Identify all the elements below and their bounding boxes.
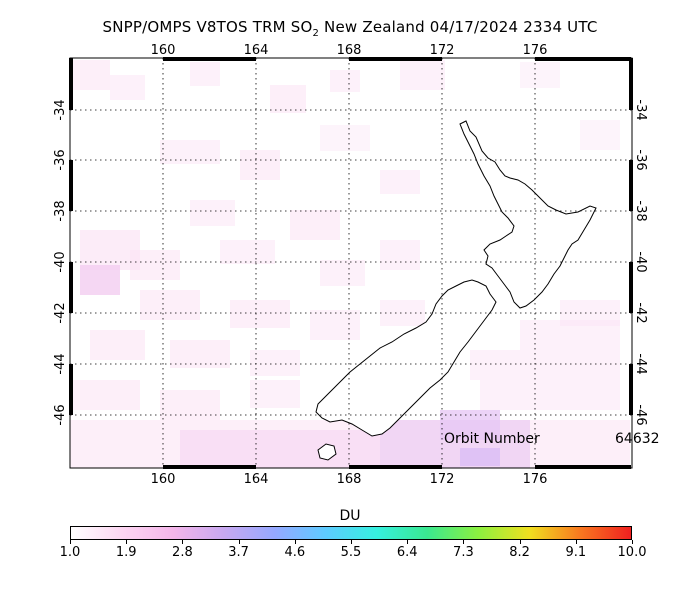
lat-label-left-40: -40 [53,251,68,272]
lat-label-right-36: -36 [633,149,648,170]
colorbar-tick-mark [407,540,409,544]
title-suffix: New Zealand 04/17/2024 2334 UTC [319,18,598,36]
colorbar-tick-mark [70,540,71,544]
lat-label-left-42: -42 [53,302,68,323]
lat-label-right-46: -46 [633,404,648,425]
lon-label-top-172: 172 [430,43,455,58]
colorbar-tick-mark [238,540,240,544]
colorbar-tick-mark [463,540,465,544]
lat-label-right-44: -44 [633,353,648,374]
south-island [315,279,497,437]
new-zealand-coastline [315,120,597,461]
colorbar-tick-label: 9.1 [565,545,587,560]
map-frame [69,57,633,469]
colorbar-tick-mark [294,540,296,544]
stewart-island [317,443,337,461]
colorbar-tick-label: 1.9 [115,545,137,560]
lat-label-left-38: -38 [53,200,68,221]
lat-label-left-36: -36 [53,149,68,170]
lon-label-top-160: 160 [151,43,176,58]
north-island [459,120,597,309]
lat-label-left-44: -44 [53,353,68,374]
lat-label-right-40: -40 [633,251,648,272]
colorbar-tick-label: 4.6 [284,545,306,560]
colorbar-tick-label: 8.2 [509,545,530,560]
colorbar-tick-label: 2.8 [172,545,193,560]
map-title: SNPP/OMPS V8TOS TRM SO2 New Zealand 04/1… [0,18,700,39]
lon-label-bottom-160: 160 [151,472,176,487]
graticule [70,58,632,468]
colorbar-tick-mark [575,540,577,544]
colorbar-tick-mark [632,540,633,544]
lat-label-right-42: -42 [633,302,648,323]
title-prefix: SNPP/OMPS V8TOS TRM SO [102,18,313,36]
lon-label-top-168: 168 [337,43,362,58]
colorbar-tick-label: 1.0 [59,545,81,560]
colorbar-tick-mark [351,540,352,544]
title-subscript: 2 [312,28,320,39]
colorbar-tick-mark [126,540,128,544]
lon-label-top-176: 176 [523,43,548,58]
lon-label-bottom-164: 164 [244,472,269,487]
colorbar-unit-label: DU [339,508,361,524]
colorbar-tick-label: 5.5 [340,545,362,560]
lon-label-top-164: 164 [244,43,269,58]
colorbar-tick-label: 7.3 [453,545,474,560]
colorbar-tick-mark [519,540,521,544]
lat-label-right-34: -34 [633,99,648,120]
colorbar [70,526,632,540]
orbit-number-value: 64632 [615,431,660,447]
lon-label-bottom-172: 172 [430,472,455,487]
lat-label-left-46: -46 [53,404,68,425]
colorbar-tick-label: 6.4 [396,545,418,560]
lon-label-bottom-168: 168 [337,472,362,487]
lon-label-bottom-176: 176 [523,472,548,487]
colorbar-tick-mark [182,540,184,544]
colorbar-tick-label: 10.0 [617,545,647,560]
colorbar-tick-label: 3.7 [228,545,249,560]
lat-label-left-34: -34 [53,99,68,120]
lat-label-right-38: -38 [633,200,648,221]
orbit-number-label: Orbit Number [444,431,540,447]
